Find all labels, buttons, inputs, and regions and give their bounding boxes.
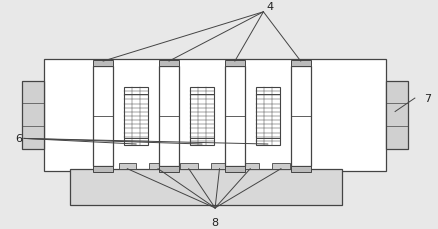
- Bar: [241, 163, 258, 169]
- Bar: [290, 66, 310, 167]
- Bar: [159, 167, 179, 172]
- Bar: [70, 169, 342, 205]
- Bar: [225, 66, 244, 167]
- Bar: [118, 163, 136, 169]
- Bar: [159, 61, 179, 66]
- Bar: [210, 163, 228, 169]
- Bar: [290, 61, 310, 66]
- Text: 8: 8: [211, 217, 218, 227]
- Bar: [44, 60, 385, 171]
- Bar: [124, 87, 148, 145]
- Bar: [255, 87, 279, 145]
- Bar: [93, 167, 113, 172]
- Text: 4: 4: [266, 2, 273, 12]
- Bar: [93, 61, 113, 66]
- Bar: [272, 163, 289, 169]
- Text: 7: 7: [423, 94, 430, 104]
- Bar: [22, 82, 44, 149]
- Bar: [225, 61, 244, 66]
- Bar: [189, 87, 214, 145]
- Bar: [149, 163, 166, 169]
- Bar: [180, 163, 197, 169]
- Bar: [93, 66, 113, 167]
- Bar: [225, 167, 244, 172]
- Bar: [159, 66, 179, 167]
- Text: 6: 6: [15, 134, 22, 144]
- Bar: [290, 167, 310, 172]
- Bar: [385, 82, 407, 149]
